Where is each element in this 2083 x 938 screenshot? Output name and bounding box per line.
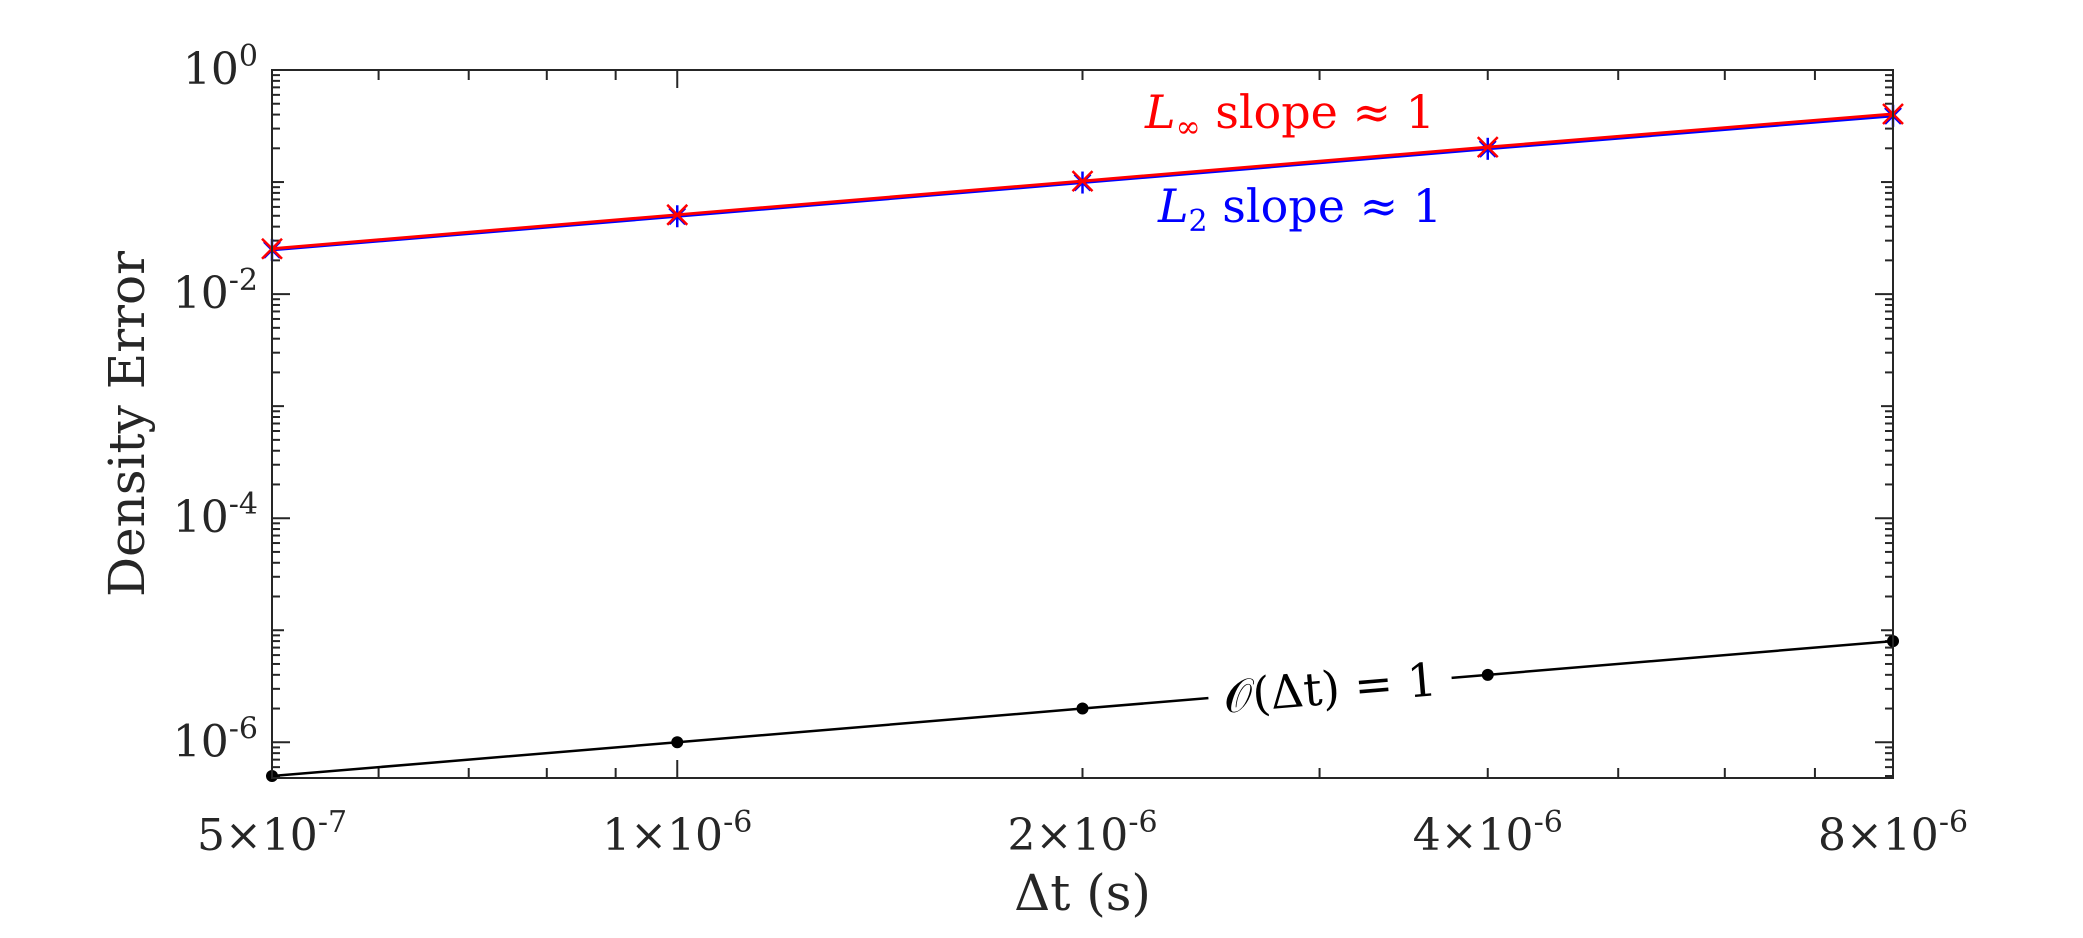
- x-tick-label: 8×10-6: [1818, 805, 1968, 861]
- linf-data-point: [1476, 136, 1499, 159]
- x-tick-label: 2×10-6: [1007, 805, 1157, 861]
- ref-data-point: [1481, 668, 1494, 681]
- l2-subscript: 2: [1189, 204, 1208, 239]
- linf-text: slope ≈ 1: [1201, 85, 1435, 139]
- y-tick-exponent: -6: [229, 711, 258, 746]
- y-tick-label: 100: [183, 39, 258, 95]
- x-tick-mantissa: 5×10: [197, 810, 318, 861]
- y-tick-exponent: -2: [229, 263, 258, 298]
- ref-data-point: [1076, 702, 1089, 715]
- y-axis-label: Density Error: [98, 251, 156, 597]
- marker-stroke: [1476, 136, 1499, 159]
- x-tick-mantissa: 4×10: [1413, 810, 1534, 861]
- linf-subscript: ∞: [1176, 110, 1201, 145]
- reference-annotation-background: [1206, 651, 1454, 724]
- x-tick-mantissa: 1×10: [602, 810, 723, 861]
- y-tick-base: 10: [173, 268, 229, 319]
- y-tick-label: 10-2: [173, 263, 258, 319]
- y-tick-base: 10: [173, 492, 229, 543]
- marker-stroke: [666, 203, 689, 226]
- x-tick-exponent: -6: [1534, 805, 1563, 840]
- linf-data-point: [1071, 170, 1094, 192]
- ref-data-point: [671, 736, 684, 749]
- linf-symbol: L: [1144, 85, 1176, 139]
- y-tick-label: 10-6: [173, 711, 258, 767]
- x-tick-exponent: -6: [1128, 805, 1157, 840]
- reference-annotation-group: 𝒪(Δt) = 1: [1206, 651, 1454, 724]
- x-tick-label: 1×10-6: [602, 805, 752, 861]
- x-tick-exponent: -7: [318, 805, 347, 840]
- x-tick-mantissa: 2×10: [1007, 810, 1128, 861]
- x-tick-label: 4×10-6: [1413, 805, 1563, 861]
- x-axis-label: Δt (s): [1014, 864, 1151, 922]
- series-group: [261, 103, 1904, 783]
- x-tick-mantissa: 8×10: [1818, 810, 1939, 861]
- linf-slope-annotation: L∞ slope ≈ 1: [1144, 85, 1435, 145]
- x-tick-exponent: -6: [723, 805, 752, 840]
- l2-symbol: L: [1157, 179, 1189, 233]
- y-tick-label: 10-4: [173, 487, 258, 543]
- reference-slope-annotation: 𝒪(Δt) = 1: [1221, 652, 1438, 724]
- y-tick-base: 10: [183, 44, 239, 95]
- y-tick-exponent: -4: [229, 487, 258, 522]
- marker-stroke: [1071, 170, 1094, 192]
- l2-text: slope ≈ 1: [1208, 179, 1442, 233]
- x-tick-exponent: -6: [1939, 805, 1968, 840]
- x-tick-label: 5×10-7: [197, 805, 347, 861]
- y-tick-exponent: 0: [239, 39, 258, 74]
- plot-area-frame: [271, 69, 1894, 779]
- y-tick-base: 10: [173, 716, 229, 767]
- l2-slope-annotation: L2 slope ≈ 1: [1157, 179, 1442, 239]
- linf-data-point: [666, 203, 689, 226]
